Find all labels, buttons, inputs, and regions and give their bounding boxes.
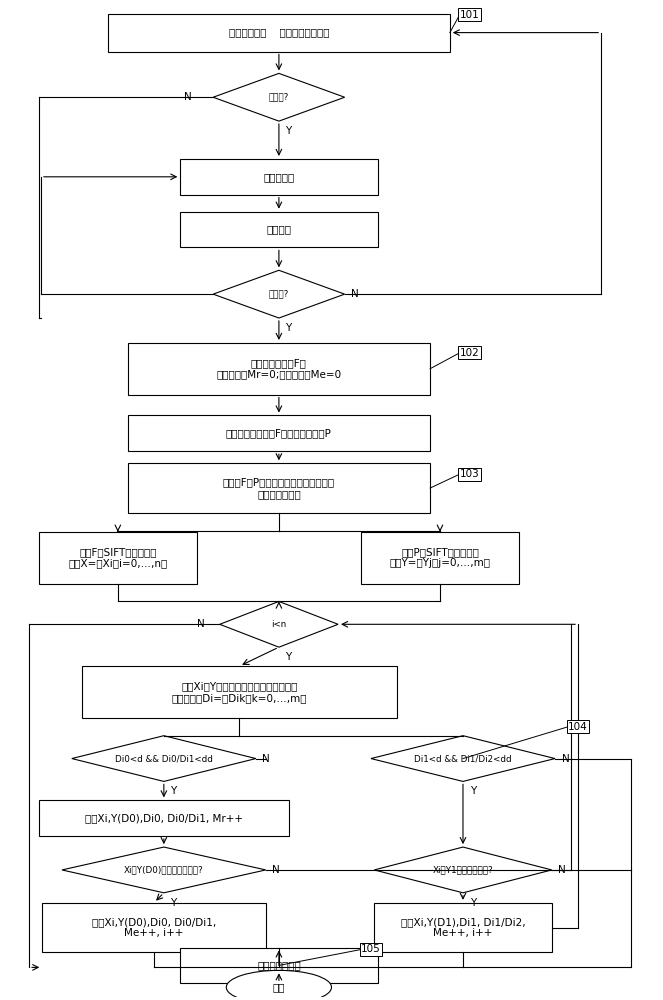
Text: 人脸检测: 人脸检测	[267, 225, 292, 235]
Bar	[42, 903, 266, 952]
Bar	[361, 532, 519, 584]
Bar	[82, 666, 397, 718]
Text: N: N	[263, 754, 271, 764]
Polygon shape	[213, 73, 345, 121]
Text: 有人脸?: 有人脸?	[269, 290, 289, 299]
Text: 105: 105	[361, 944, 381, 954]
Text: 载入视频文件    控制监控设备采样: 载入视频文件 控制监控设备采样	[229, 28, 329, 38]
Text: 记录Xi,Y(D0),Di0, Di0/Di1, Mr++: 记录Xi,Y(D0),Di0, Di0/Di1, Mr++	[85, 813, 243, 823]
Text: Xi、Y1在脸部同一区?: Xi、Y1在脸部同一区?	[433, 865, 493, 874]
Bar	[39, 532, 197, 584]
Text: Y: Y	[286, 652, 292, 662]
Text: 下一帧?: 下一帧?	[269, 93, 289, 102]
Text: N: N	[272, 865, 280, 875]
Bar	[374, 903, 552, 952]
Text: 记录Xi,Y(D1),Di1, Di1/Di2,
Me++, i++: 记录Xi,Y(D1),Di1, Di1/Di2, Me++, i++	[400, 917, 525, 938]
Text: 读取帧图像: 读取帧图像	[263, 172, 294, 182]
Polygon shape	[371, 736, 555, 781]
Text: Y: Y	[286, 323, 292, 333]
Bar	[39, 800, 289, 836]
Text: 调整照片上人脸与F大小一致，得到P: 调整照片上人脸与F大小一致，得到P	[226, 428, 332, 438]
Text: 102: 102	[459, 348, 479, 358]
Bar	[108, 14, 450, 52]
Text: 104: 104	[568, 722, 588, 732]
Text: 检测脸F和P眼睛位置，根据眼睛对称性
将脸分为四个区: 检测脸F和P眼睛位置，根据眼睛对称性 将脸分为四个区	[223, 477, 335, 499]
Bar	[180, 159, 377, 195]
Text: 记录Xi,Y(D0),Di0, Di0/Di1,
Me++, i++: 记录Xi,Y(D0),Di0, Di0/Di1, Me++, i++	[92, 917, 216, 938]
Text: Y: Y	[469, 898, 476, 908]
Bar	[128, 463, 430, 513]
Text: 计算F的SIFT特征点集，
记为X=｛Xi｜i=0,…,n｝: 计算F的SIFT特征点集， 记为X=｛Xi｜i=0,…,n｝	[68, 547, 168, 568]
Bar	[180, 948, 377, 983]
Text: N: N	[184, 92, 192, 102]
Text: N: N	[197, 619, 204, 629]
Ellipse shape	[226, 970, 332, 1000]
Text: Y: Y	[170, 786, 176, 796]
Text: 计算Xi和Y中任意两点间的距离，并顺序
排列，记为Di=｛Dik｜k=0,…,m｝: 计算Xi和Y中任意两点间的距离，并顺序 排列，记为Di=｛Dik｜k=0,…,m…	[172, 681, 307, 703]
Text: 101: 101	[459, 10, 479, 20]
Text: Y: Y	[286, 126, 292, 136]
Text: i<n: i<n	[271, 620, 286, 629]
Text: N: N	[558, 865, 566, 875]
Text: Di0<d && Di0/Di1<dd: Di0<d && Di0/Di1<dd	[115, 754, 213, 763]
Text: 取检测到的人脸F，
粗匹配点数Mr=0;精匹配点数Me=0: 取检测到的人脸F， 粗匹配点数Mr=0;精匹配点数Me=0	[216, 358, 341, 380]
Polygon shape	[374, 847, 552, 893]
Text: N: N	[562, 754, 570, 764]
Polygon shape	[213, 270, 345, 318]
Polygon shape	[62, 847, 266, 893]
Text: 计算P的SIFT特征点集，
记为Y=｛Yj｜j=0,…,m｝: 计算P的SIFT特征点集， 记为Y=｛Yj｜j=0,…,m｝	[389, 547, 491, 568]
Text: 103: 103	[459, 469, 479, 479]
Text: N: N	[351, 289, 359, 299]
Polygon shape	[219, 601, 338, 647]
Text: Y: Y	[469, 786, 476, 796]
Text: Di1<d && Di1/Di2<dd: Di1<d && Di1/Di2<dd	[414, 754, 512, 763]
Polygon shape	[72, 736, 256, 781]
Text: Y: Y	[170, 898, 176, 908]
Bar	[128, 343, 430, 395]
Text: 排序，输出结果: 排序，输出结果	[257, 960, 301, 970]
Bar	[128, 415, 430, 451]
Text: Xi、Y(D0)点在脸部同一区?: Xi、Y(D0)点在脸部同一区?	[124, 865, 204, 874]
Text: 结束: 结束	[272, 982, 285, 992]
Bar	[180, 212, 377, 247]
